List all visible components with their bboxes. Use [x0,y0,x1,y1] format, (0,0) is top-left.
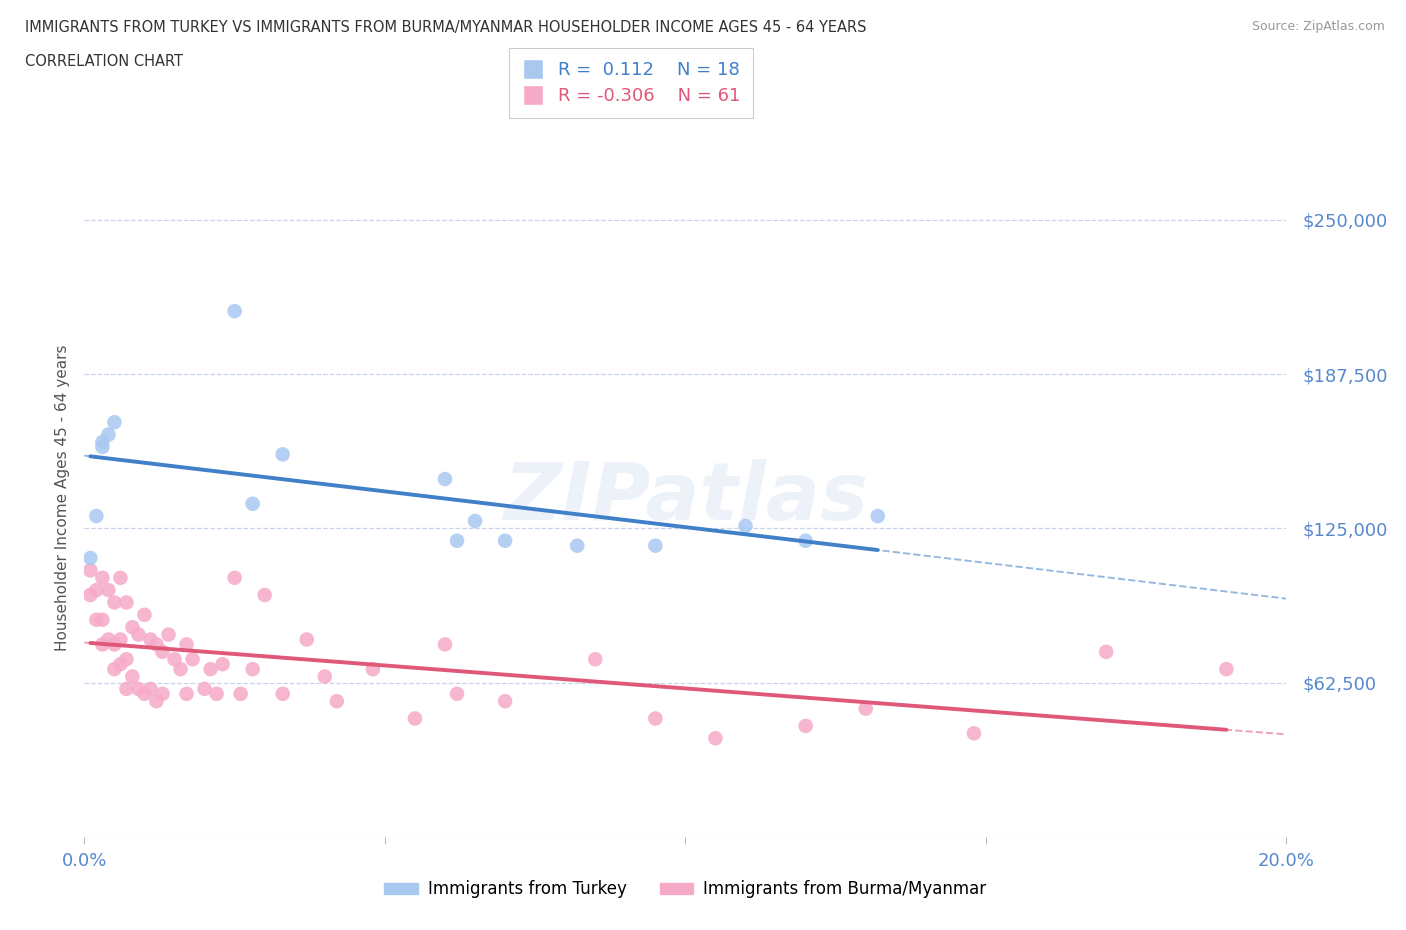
Point [464,513,486,528]
Point [91,440,114,455]
Text: Source: ZipAtlas.com: Source: ZipAtlas.com [1251,20,1385,33]
Point [295,632,318,647]
Point [110,570,132,585]
Point [115,595,138,610]
Point [134,607,156,622]
Point [176,637,198,652]
Point [115,682,138,697]
Point [644,538,666,553]
Point [253,588,276,603]
Point [86,583,108,598]
Point [866,509,889,524]
Point [139,632,162,647]
Point [103,595,125,610]
Point [494,694,516,709]
Point [434,637,457,652]
Point [1095,644,1118,659]
Point [404,711,426,726]
Point [361,661,384,676]
Point [103,637,125,652]
Point [145,694,167,709]
Point [704,731,727,746]
Point [271,447,294,462]
Text: CORRELATION CHART: CORRELATION CHART [25,54,183,69]
Point [567,538,589,553]
Point [79,588,101,603]
Point [157,627,180,642]
Point [86,612,108,627]
Point [163,652,186,667]
Point [127,627,149,642]
Point [963,726,986,741]
Point [314,669,336,684]
Point [152,644,174,659]
Point [91,570,114,585]
Point [103,415,125,430]
Point [110,632,132,647]
Point [121,619,143,634]
Legend: Immigrants from Turkey, Immigrants from Burma/Myanmar: Immigrants from Turkey, Immigrants from … [375,872,995,907]
Point [91,612,114,627]
Point [79,551,101,565]
Point [103,661,125,676]
Point [91,434,114,449]
Point [97,427,120,442]
Point [134,686,156,701]
Point [181,652,204,667]
Point [205,686,228,701]
Point [494,533,516,548]
Point [434,472,457,486]
Point [242,661,264,676]
Point [127,682,149,697]
Point [169,661,191,676]
Point [97,632,120,647]
Point [229,686,252,701]
Point [145,637,167,652]
Point [271,686,294,701]
Point [794,533,817,548]
Point [734,519,756,534]
Point [446,533,468,548]
Point [326,694,349,709]
Point [176,686,198,701]
Point [91,637,114,652]
Point [139,682,162,697]
Point [224,304,246,319]
Point [446,686,468,701]
Point [224,570,246,585]
Point [794,719,817,734]
Point [583,652,606,667]
Text: ZIPatlas: ZIPatlas [503,458,868,537]
Y-axis label: Householder Income Ages 45 - 64 years: Householder Income Ages 45 - 64 years [55,344,70,651]
Point [242,497,264,512]
Point [79,563,101,578]
Point [211,657,233,671]
Point [194,682,217,697]
Text: IMMIGRANTS FROM TURKEY VS IMMIGRANTS FROM BURMA/MYANMAR HOUSEHOLDER INCOME AGES : IMMIGRANTS FROM TURKEY VS IMMIGRANTS FRO… [25,20,868,35]
Point [86,509,108,524]
Point [200,661,222,676]
Point [1215,661,1237,676]
Point [110,657,132,671]
Point [97,583,120,598]
Point [115,652,138,667]
Point [152,686,174,701]
Point [855,701,877,716]
Point [644,711,666,726]
Point [121,669,143,684]
